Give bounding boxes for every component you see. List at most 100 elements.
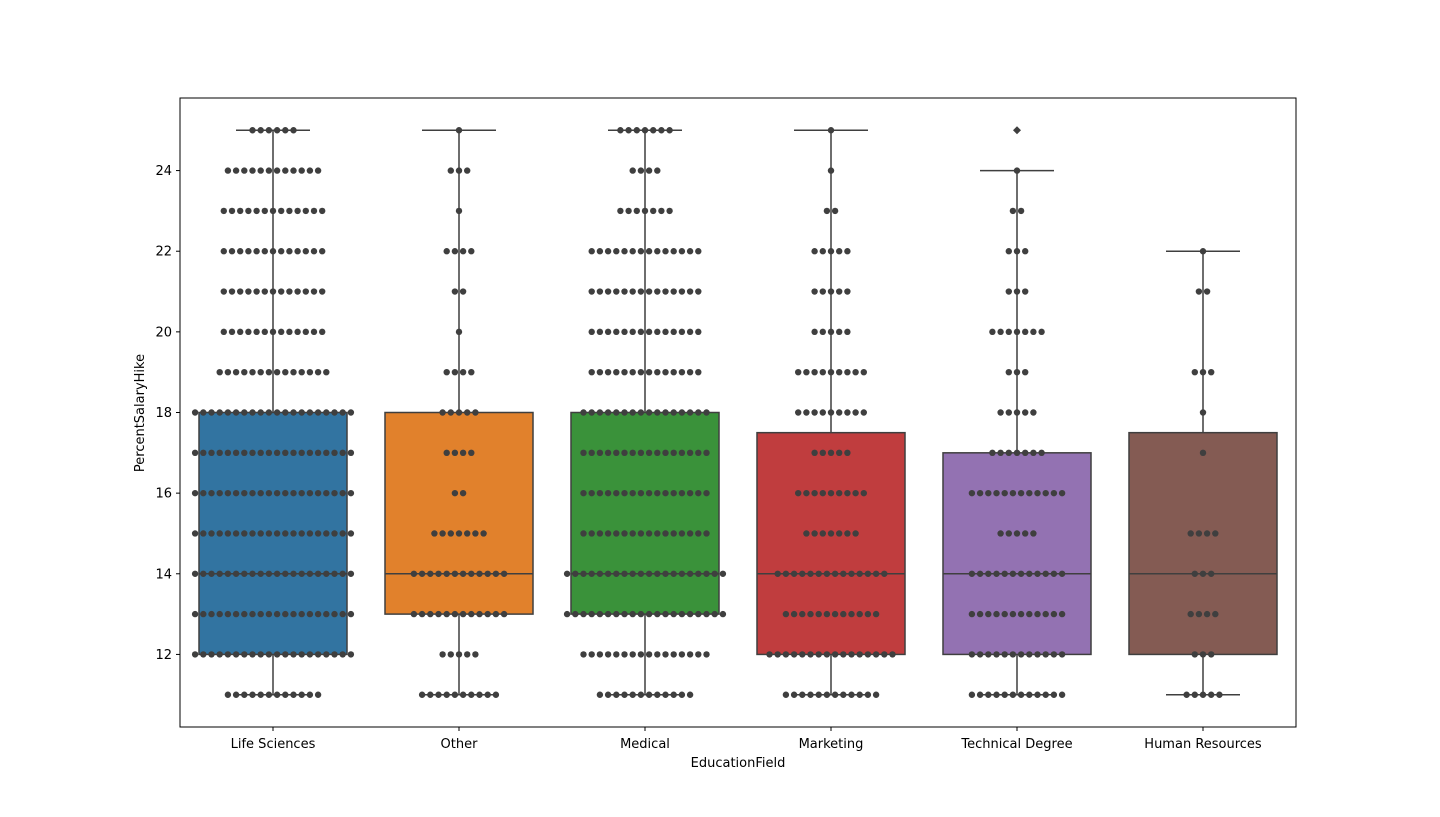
swarm-point [208, 489, 215, 497]
swarm-point [208, 651, 215, 658]
swarm-point [852, 489, 859, 497]
swarm-point [200, 449, 207, 457]
swarm-point [476, 691, 483, 698]
swarm-point [662, 409, 669, 416]
swarm-point [645, 167, 653, 174]
swarm-point [613, 530, 620, 537]
swarm-point [278, 207, 285, 215]
swarm-point [844, 248, 851, 255]
swarm-point [476, 610, 483, 618]
swarm-point [314, 409, 322, 416]
swarm-point [997, 449, 1004, 457]
swarm-point [621, 328, 628, 336]
swarm-point [1203, 610, 1211, 618]
swarm-point [811, 530, 818, 537]
swarm-point [347, 610, 355, 618]
swarm-point [1195, 288, 1203, 295]
swarm-point [844, 449, 851, 457]
swarm-point [427, 610, 434, 618]
swarm-point [253, 288, 260, 295]
swarm-point [852, 368, 859, 376]
swarm-point [803, 368, 810, 376]
swarm-point [976, 691, 984, 698]
swarm-point [237, 248, 244, 255]
swarm-point [827, 409, 835, 416]
swarm-point [637, 489, 645, 497]
swarm-point [278, 328, 285, 336]
swarm-point [492, 691, 500, 698]
swarm-point [443, 449, 450, 457]
swarm-point [678, 409, 686, 416]
swarm-point [249, 570, 256, 577]
swarm-point [864, 570, 872, 577]
swarm-point [208, 530, 215, 537]
swarm-point [819, 368, 826, 376]
swarm-point [823, 691, 831, 698]
swarm-point [418, 610, 426, 618]
swarm-point [645, 328, 653, 336]
swarm-point [1050, 651, 1058, 658]
swarm-point [282, 449, 289, 457]
swarm-point [302, 328, 309, 336]
swarm-point [232, 610, 240, 618]
swarm-point [282, 530, 289, 537]
swarm-point [200, 530, 207, 537]
swarm-point [989, 449, 996, 457]
swarm-point [249, 489, 256, 497]
swarm-point [1005, 449, 1012, 457]
swarm-point [459, 288, 467, 295]
swarm-point [339, 489, 346, 497]
swarm-point [1058, 651, 1066, 658]
swarm-point [290, 610, 297, 618]
swarm-point [228, 328, 236, 336]
swarm-point [208, 409, 215, 416]
swarm-point [848, 610, 855, 618]
swarm-point [224, 449, 232, 457]
swarm-point [621, 570, 628, 577]
swarm-point [435, 691, 442, 698]
swarm-point [245, 207, 252, 215]
swarm-point [472, 651, 479, 658]
swarm-point [836, 489, 843, 497]
swarm-point [455, 167, 463, 174]
swarm-point [641, 207, 649, 215]
swarm-point [1208, 651, 1215, 658]
swarm-point [831, 207, 839, 215]
swarm-point [815, 610, 822, 618]
swarm-point [686, 328, 694, 336]
x-tick-label: Medical [620, 737, 670, 752]
box-iqr [756, 431, 906, 656]
swarm-point [443, 610, 450, 618]
swarm-point [228, 288, 236, 295]
swarm-point [232, 570, 240, 577]
swarm-point [848, 570, 855, 577]
y-tick-label: 22 [155, 245, 172, 260]
swarm-point [1013, 328, 1021, 336]
swarm-point [654, 449, 661, 457]
swarm-point [645, 610, 653, 618]
swarm-point [484, 570, 491, 577]
swarm-point [273, 409, 281, 416]
swarm-point [232, 449, 240, 457]
swarm-point [257, 691, 264, 698]
swarm-point [864, 691, 872, 698]
swarm-point [298, 610, 305, 618]
swarm-point [200, 651, 207, 658]
swarm-point [670, 449, 677, 457]
swarm-point [782, 651, 790, 658]
swarm-point [257, 449, 264, 457]
swarm-point [1187, 610, 1194, 618]
swarm-point [1187, 530, 1194, 537]
swarm-point [278, 288, 285, 295]
swarm-point [435, 570, 442, 577]
swarm-point [836, 248, 843, 255]
swarm-point [484, 610, 491, 618]
swarm-point [191, 570, 199, 577]
swarm-point [1021, 368, 1029, 376]
swarm-point [654, 167, 661, 174]
swarm-point [224, 651, 232, 658]
swarm-point [241, 610, 248, 618]
swarm-point [269, 328, 277, 336]
swarm-point [347, 449, 355, 457]
swarm-point [823, 651, 831, 658]
